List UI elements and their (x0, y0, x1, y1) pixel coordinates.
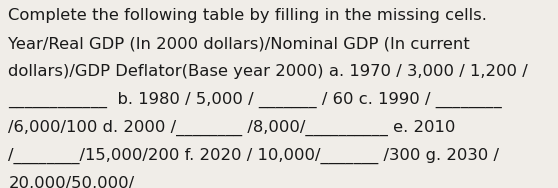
Text: /6,000/100 d. 2000 /________ /8,000/__________ e. 2010: /6,000/100 d. 2000 /________ /8,000/____… (8, 120, 456, 136)
Text: 20,000/50,000/__________: 20,000/50,000/__________ (8, 175, 217, 188)
Text: Complete the following table by filling in the missing cells.: Complete the following table by filling … (8, 8, 487, 24)
Text: dollars)/GDP Deflator(Base year 2000) a. 1970 / 3,000 / 1,200 /: dollars)/GDP Deflator(Base year 2000) a.… (8, 64, 528, 79)
Text: ____________  b. 1980 / 5,000 / _______ / 60 c. 1990 / ________: ____________ b. 1980 / 5,000 / _______ /… (8, 92, 502, 108)
Text: /________/15,000/200 f. 2020 / 10,000/_______ /300 g. 2030 /: /________/15,000/200 f. 2020 / 10,000/__… (8, 148, 499, 164)
Text: Year/Real GDP (In 2000 dollars)/Nominal GDP (In current: Year/Real GDP (In 2000 dollars)/Nominal … (8, 36, 470, 51)
